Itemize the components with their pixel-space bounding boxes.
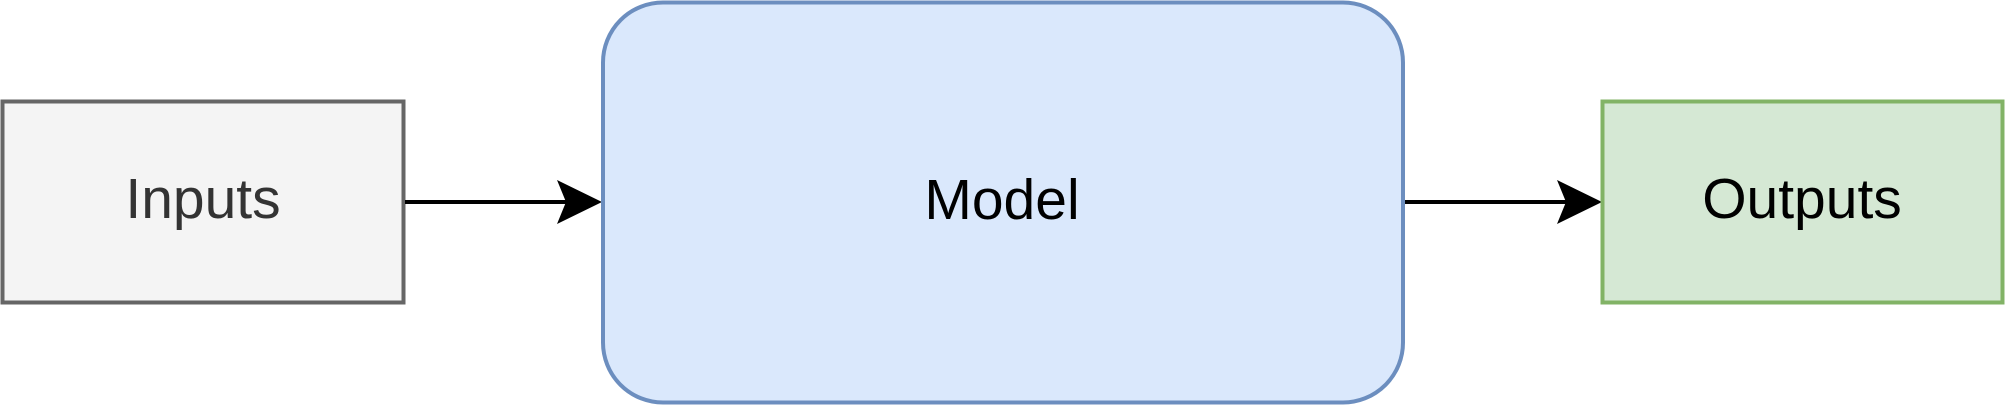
edge-inputs-to-model — [405, 180, 602, 224]
arrowhead — [1557, 180, 1602, 224]
outputs-box — [1600, 99, 2005, 305]
outputs-node[interactable]: Outputs — [1600, 99, 2005, 305]
model-label: Model — [924, 168, 1079, 232]
edge-model-to-outputs — [1405, 180, 1602, 224]
model-box — [601, 0, 1405, 405]
inputs-label: Inputs — [125, 167, 280, 231]
arrowhead — [557, 180, 602, 224]
outputs-label: Outputs — [1702, 167, 1902, 231]
inputs-node[interactable]: Inputs — [0, 99, 406, 305]
model-node[interactable]: Model — [601, 0, 1405, 405]
inputs-box — [0, 99, 406, 305]
